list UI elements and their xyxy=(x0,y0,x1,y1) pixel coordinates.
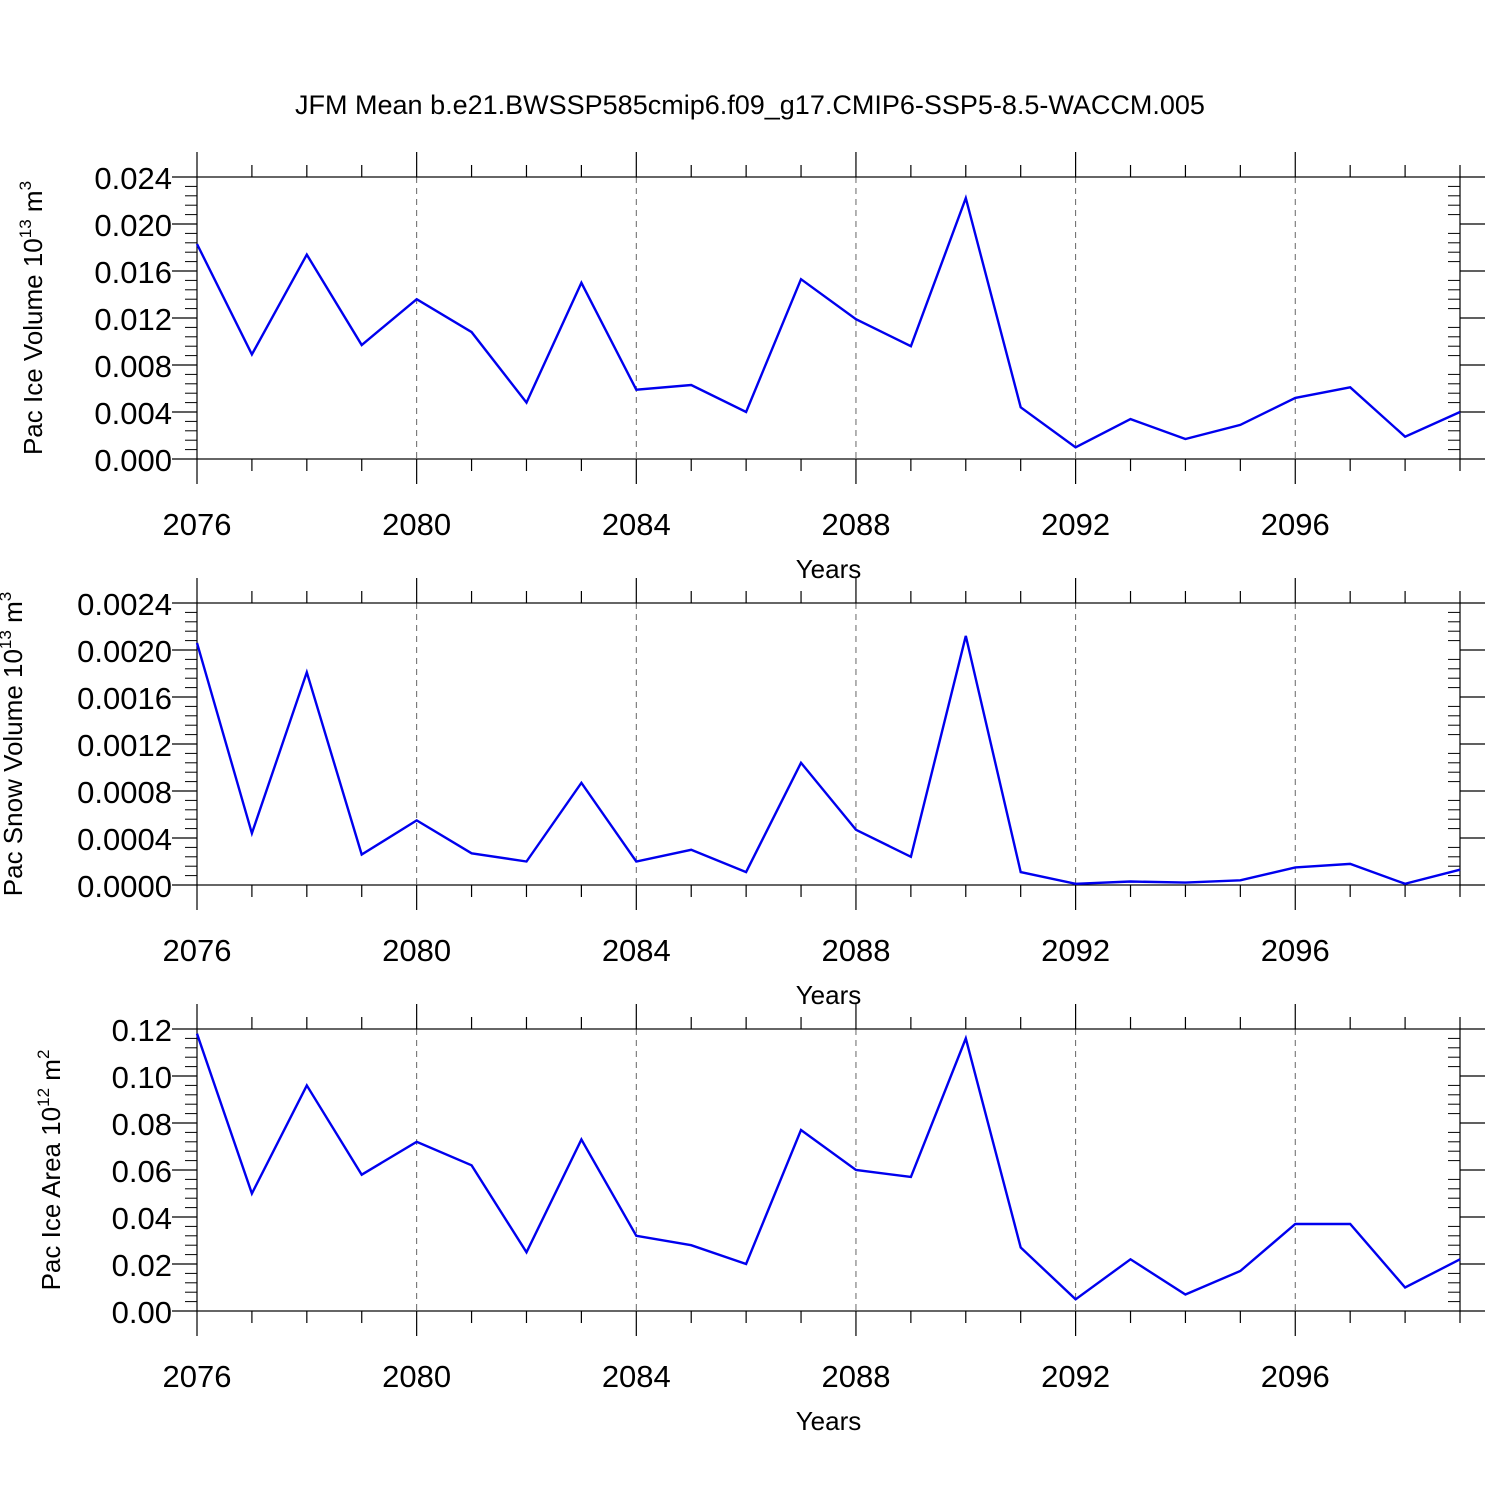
y-tick-label: 0.0012 xyxy=(77,728,172,763)
y-tick-label: 0.0016 xyxy=(77,681,172,716)
x-tick-label: 2084 xyxy=(602,1359,671,1394)
y-tick-label: 0.000 xyxy=(94,443,172,478)
x-tick-label: 2076 xyxy=(163,1359,232,1394)
y-axis-label-unit-exponent: 2 xyxy=(34,1050,53,1059)
y-tick-label: 0.04 xyxy=(112,1201,172,1236)
y-tick-label: 0.008 xyxy=(94,349,172,384)
x-tick-label: 2096 xyxy=(1261,507,1330,542)
y-tick-label: 0.016 xyxy=(94,255,172,290)
x-tick-label: 2076 xyxy=(163,933,232,968)
x-axis-label: Years xyxy=(796,554,862,584)
y-axis-label-unit: m xyxy=(0,601,28,630)
x-tick-label: 2088 xyxy=(821,933,890,968)
series-line xyxy=(195,1033,1461,1301)
y-tick-label: 0.12 xyxy=(112,1013,172,1048)
x-tick-label: 2080 xyxy=(382,507,451,542)
chart-panel-1: 0.000 0.004 0.008 0.012 0.016 0.020 0.024 2076 2… xyxy=(16,152,1485,584)
y-tick-label: 0.0008 xyxy=(77,775,172,810)
series-line xyxy=(195,194,1461,449)
x-axis-label: Years xyxy=(796,1406,862,1436)
y-axis-label-unit: m xyxy=(18,190,48,219)
y-axis-label-unit-exponent: 3 xyxy=(16,181,35,190)
x-tick-label: 2092 xyxy=(1041,507,1110,542)
y-axis-label-text: Pac Ice Area 10 xyxy=(36,1107,66,1291)
x-tick-label: 2076 xyxy=(163,507,232,542)
x-tick-label: 2092 xyxy=(1041,1359,1110,1394)
x-tick-label: 2084 xyxy=(602,507,671,542)
y-axis-label-text: Pac Snow Volume 10 xyxy=(0,649,28,896)
y-tick-label: 0.02 xyxy=(112,1248,172,1283)
y-tick-label: 0.06 xyxy=(112,1154,172,1189)
x-tick-label: 2080 xyxy=(382,933,451,968)
figure-title: JFM Mean b.e21.BWSSP585cmip6.f09_g17.CMI… xyxy=(295,90,1205,120)
chart-panels: 0.000 0.004 0.008 0.012 0.016 0.020 0.024 2076 2… xyxy=(0,152,1485,1436)
y-axis-label-exponent: 12 xyxy=(34,1088,53,1107)
y-tick-label: 0.004 xyxy=(94,396,172,431)
y-axis-label: Pac Ice Volume 1013 m3 xyxy=(16,181,48,455)
series-line xyxy=(195,635,1461,886)
y-axis-label-text: Pac Ice Volume 10 xyxy=(18,238,48,455)
y-tick-label: 0.012 xyxy=(94,302,172,337)
y-tick-label: 0.020 xyxy=(94,208,172,243)
x-tick-label: 2096 xyxy=(1261,933,1330,968)
y-tick-label: 0.10 xyxy=(112,1060,172,1095)
x-tick-label: 2080 xyxy=(382,1359,451,1394)
y-tick-label: 0.00 xyxy=(112,1295,172,1330)
y-tick-label: 0.0020 xyxy=(77,634,172,669)
x-tick-label: 2096 xyxy=(1261,1359,1330,1394)
y-tick-label: 0.0000 xyxy=(77,869,172,904)
y-tick-label: 0.024 xyxy=(94,161,172,196)
x-tick-label: 2084 xyxy=(602,933,671,968)
chart-panel-3: 0.00 0.02 0.04 0.06 0.08 0.10 0.12 2076 2080 2084… xyxy=(34,1004,1485,1436)
y-axis-label-exponent: 13 xyxy=(0,630,15,649)
y-axis-label: Pac Ice Area 1012 m2 xyxy=(34,1050,66,1291)
x-axis-label: Years xyxy=(796,980,862,1010)
y-tick-label: 0.0004 xyxy=(77,822,172,857)
y-axis-label-exponent: 13 xyxy=(16,219,35,238)
x-tick-label: 2088 xyxy=(821,507,890,542)
x-tick-label: 2088 xyxy=(821,1359,890,1394)
y-axis-label-unit: m xyxy=(36,1059,66,1088)
y-tick-label: 0.08 xyxy=(112,1107,172,1142)
chart-panel-2: 0.0000 0.0004 0.0008 0.0012 0.0016 0.0020 0.00… xyxy=(0,578,1485,1010)
y-tick-label: 0.0024 xyxy=(77,587,172,622)
x-tick-label: 2092 xyxy=(1041,933,1110,968)
y-axis-label: Pac Snow Volume 1013 m3 xyxy=(0,592,28,896)
y-axis-label-unit-exponent: 3 xyxy=(0,592,15,601)
